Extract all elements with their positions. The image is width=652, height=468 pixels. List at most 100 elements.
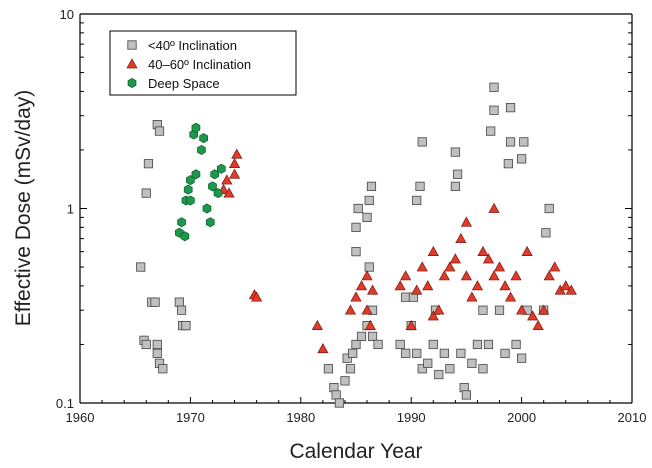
triangle-point	[411, 284, 423, 295]
legend: <40º Inclination 40–60º Inclination Deep S…	[109, 30, 297, 96]
legend-label: <40º Inclination	[148, 38, 237, 53]
triangle-point	[317, 343, 329, 354]
triangle-point	[460, 216, 472, 227]
square-point	[467, 358, 477, 368]
hexagon-point	[216, 163, 226, 174]
square-point	[351, 339, 361, 350]
triangle-point	[427, 310, 439, 321]
square-point	[494, 305, 505, 315]
legend-marker-triangle	[126, 58, 138, 69]
triangle-point	[394, 280, 406, 291]
square-point	[517, 154, 527, 164]
triangle-point	[516, 304, 528, 315]
triangle-point	[543, 270, 555, 281]
square-point	[456, 348, 466, 358]
square-point	[478, 305, 488, 315]
legend-marker-hexagon	[127, 77, 137, 89]
square-point	[461, 390, 472, 400]
triangle-point	[455, 232, 467, 243]
square-point	[505, 103, 516, 113]
triangle-point	[444, 261, 456, 272]
square-point	[334, 398, 345, 408]
square-point	[489, 105, 499, 115]
square-point	[401, 292, 411, 302]
triangle-point	[427, 245, 439, 256]
square-point	[150, 297, 160, 307]
hexagon-point	[199, 133, 208, 144]
square-point	[143, 159, 154, 169]
square-point	[174, 297, 184, 307]
square-point	[439, 348, 449, 358]
square-point	[154, 126, 165, 136]
square-point	[362, 212, 372, 222]
triangle-point	[499, 280, 511, 291]
x-tick-label: 2010	[618, 410, 647, 425]
triangle-point	[521, 245, 533, 256]
triangle-point	[405, 319, 417, 330]
triangle-point	[538, 304, 550, 315]
triangle-point	[433, 304, 445, 315]
square-point	[340, 376, 350, 386]
square-point	[517, 353, 527, 363]
square-point	[345, 364, 356, 374]
square-point	[136, 262, 146, 272]
square-point	[472, 339, 483, 350]
x-tick-label: 1980	[286, 410, 315, 425]
triangle-point	[493, 261, 506, 272]
square-point	[505, 137, 516, 147]
y-axis-title: Effective Dose (mSv/day)	[12, 90, 35, 327]
square-point	[434, 369, 444, 380]
triangle-point	[366, 284, 379, 295]
square-point	[503, 159, 513, 169]
triangle-point	[527, 310, 539, 321]
triangle-point	[560, 280, 572, 291]
y-axis-ticks: 0.1 1 10	[56, 7, 632, 411]
square-point	[395, 339, 405, 350]
square-point	[141, 188, 151, 198]
square-point	[342, 353, 352, 363]
square-point	[423, 358, 433, 368]
triangle-point	[460, 270, 472, 281]
x-tick-label: 2000	[507, 410, 536, 425]
legend-marker-square	[127, 40, 137, 50]
triangle-point	[231, 148, 243, 159]
triangle-point	[400, 270, 412, 281]
square-point	[450, 147, 460, 157]
square-point	[511, 339, 521, 350]
triangle-point	[488, 270, 500, 281]
triangle-point	[488, 202, 500, 213]
square-point	[181, 321, 191, 331]
legend-label: 40–60º Inclination	[148, 57, 251, 72]
square-point	[401, 348, 411, 358]
triangle-point	[449, 253, 461, 264]
hexagon-point	[205, 217, 215, 228]
hexagon-point	[202, 203, 212, 214]
triangle-point	[361, 304, 373, 315]
square-point	[348, 348, 358, 358]
square-point	[366, 181, 377, 191]
triangle-point	[477, 245, 489, 256]
x-tick-label: 1970	[176, 410, 205, 425]
square-point	[417, 137, 427, 147]
x-axis-ticks: 1960 1970 1980 1990 2000 2010	[66, 397, 647, 425]
triangle-point	[466, 291, 478, 302]
square-point	[152, 348, 162, 358]
square-point	[428, 339, 438, 350]
hexagon-point	[191, 122, 201, 133]
triangle-point	[221, 174, 233, 185]
square-point	[373, 339, 383, 350]
square-point	[331, 390, 341, 400]
series-triangle	[217, 148, 577, 354]
square-point	[483, 339, 494, 350]
square-point	[141, 339, 151, 350]
square-point	[367, 331, 378, 341]
square-point	[412, 195, 422, 206]
triangle-point	[228, 168, 241, 179]
hexagon-point	[180, 231, 190, 242]
hexagon-point	[208, 181, 217, 192]
triangle-point	[510, 270, 522, 281]
square-point	[364, 195, 374, 206]
triangle-point	[350, 291, 362, 302]
triangle-point	[565, 284, 577, 295]
